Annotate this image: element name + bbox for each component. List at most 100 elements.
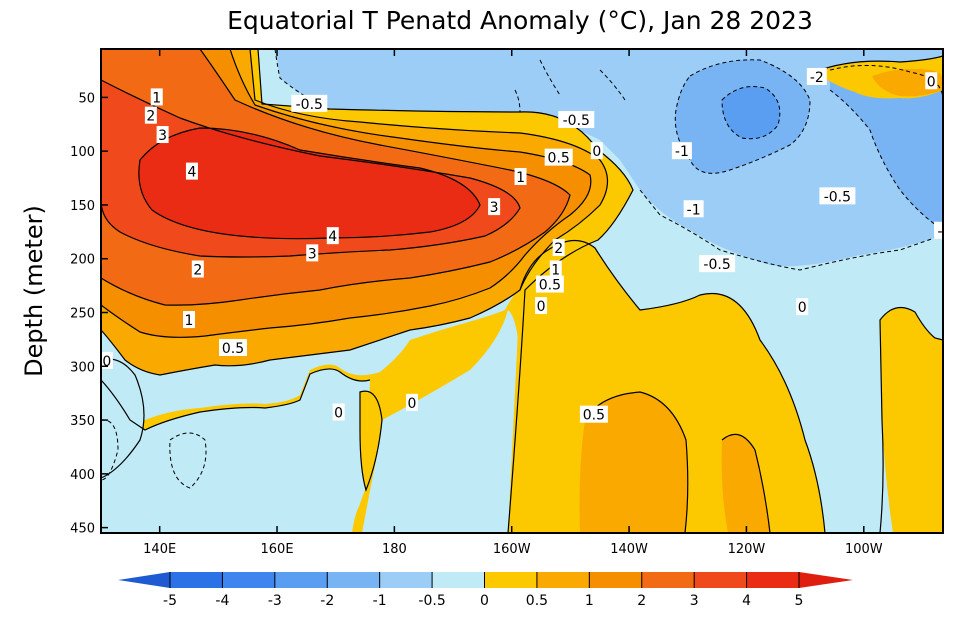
colorbar-swatch	[641, 572, 695, 588]
colorbar-level-label: 0.5	[526, 593, 548, 609]
contour-label: 0.5	[548, 151, 570, 167]
colorbar-swatch	[536, 572, 590, 588]
contour-label-bg	[549, 260, 562, 278]
contour-label-bg	[544, 148, 573, 166]
colorbar-swatch	[222, 572, 276, 588]
contour-label-bg	[101, 351, 113, 369]
contour-label: -0.5	[296, 97, 323, 113]
y-tick-label: 350	[70, 414, 95, 429]
contour-label: -2	[810, 70, 824, 86]
field-warm-spike	[360, 391, 382, 490]
chart-title: Equatorial T Penatd Anomaly (°C), Jan 28…	[227, 6, 813, 35]
colorbar-level-label: 3	[690, 593, 699, 609]
field-cold-mid	[362, 310, 520, 533]
field-ne-warm-2	[872, 68, 943, 97]
x-tick-label: 120W	[728, 542, 766, 557]
field-cold-lower-left	[101, 368, 370, 533]
contour-label-bg	[934, 221, 943, 239]
contour-label-bg	[291, 94, 328, 112]
contour-label: 1	[152, 90, 161, 106]
field-warm-spike-2	[352, 505, 363, 533]
contour-lines	[101, 49, 943, 533]
y-tick-label: 250	[70, 307, 95, 322]
colorbar-swatch	[274, 572, 328, 588]
y-tick-label: 450	[70, 522, 95, 537]
contour-label: 4	[328, 229, 337, 245]
contour-label-bg	[405, 393, 418, 411]
field-pos-4	[138, 128, 480, 239]
contour-label-bg	[150, 88, 163, 106]
x-axis: 140E 160E 180 160W 140W 120W 100W	[143, 49, 883, 557]
colorbar-swatch	[589, 572, 643, 588]
y-tick-label: 400	[70, 468, 95, 483]
contour-label-bg	[925, 72, 938, 90]
x-tick-label: 140E	[143, 542, 176, 557]
contour-label-bg	[806, 67, 827, 85]
colorbar-arrow-high	[799, 572, 853, 588]
contour-label: 0	[927, 74, 936, 90]
contour-label: 2	[554, 241, 563, 257]
colorbar-level-label: -2	[320, 593, 334, 609]
colorbar-level-label: -3	[268, 593, 282, 609]
contour-label-bg	[332, 403, 345, 421]
colorbar-level-label: 0	[480, 593, 489, 609]
field-far-east-warm	[880, 307, 943, 533]
field-neg-1-east	[830, 65, 943, 230]
contour-label-bg	[156, 126, 169, 144]
contour-label: 3	[308, 246, 317, 262]
contour-label-bg	[326, 227, 339, 245]
contour-label: 2	[146, 109, 155, 125]
contour-label-bg	[535, 297, 548, 315]
contour-label: 3	[158, 128, 167, 144]
colorbar-level-label: 4	[742, 593, 751, 609]
contour-label: 1	[516, 170, 525, 186]
y-tick-label: 150	[70, 199, 95, 214]
colorbar-swatch	[170, 572, 223, 588]
colorbar-level-label: -1	[373, 593, 387, 609]
contour-label: 0	[102, 354, 111, 370]
plot-frame	[100, 48, 944, 534]
contour-label: 4	[187, 165, 196, 181]
contour-label-bg	[144, 106, 157, 124]
contour-label: 1	[185, 313, 194, 329]
contour-label-bg	[219, 339, 248, 357]
contour-label: 0	[537, 299, 546, 315]
y-tick-label: 300	[70, 360, 95, 375]
y-axis: 50 100 150 200 250 300 350 400 450	[70, 91, 108, 537]
x-tick-label: 160W	[493, 542, 531, 557]
contour-label: 0.5	[222, 341, 244, 357]
contour-label-bg	[552, 238, 565, 256]
colorbar-level-label: 5	[795, 593, 804, 609]
contour-label: -1	[687, 202, 701, 218]
contour-label-bg	[183, 311, 196, 329]
colorbar-swatch	[484, 572, 538, 588]
x-tick-label: 160E	[261, 542, 294, 557]
contour-label: -0.5	[563, 113, 590, 129]
colorbar-level-label: -4	[215, 593, 229, 609]
colorbar-swatch	[432, 572, 485, 588]
y-tick-label: 50	[78, 91, 95, 106]
colorbar-swatch	[379, 572, 433, 588]
field-neg-2	[722, 86, 780, 139]
contour-label: -1	[675, 144, 689, 160]
y-axis-label: Depth (meter)	[20, 205, 48, 377]
field-east-warm-0p5	[579, 392, 688, 533]
contour-label: 0.5	[583, 408, 605, 424]
contour-label: 0.5	[539, 278, 561, 294]
contour-label: -	[938, 224, 943, 240]
colorbar-swatch	[327, 572, 381, 588]
colorbar-arrow-low	[118, 572, 170, 588]
colorbar-swatch	[694, 572, 748, 588]
contour-label-bg	[514, 167, 527, 185]
y-tick-label: 200	[70, 253, 95, 268]
contour-label: 0	[334, 406, 343, 422]
colorbar-level-label: 1	[585, 593, 594, 609]
colorbar-level-label: -0.5	[418, 593, 445, 609]
contour-label: 0	[592, 144, 601, 160]
colorbar-level-label: -5	[163, 593, 177, 609]
colorbar-level-label: 2	[637, 593, 646, 609]
colorbar-swatch	[746, 572, 800, 588]
